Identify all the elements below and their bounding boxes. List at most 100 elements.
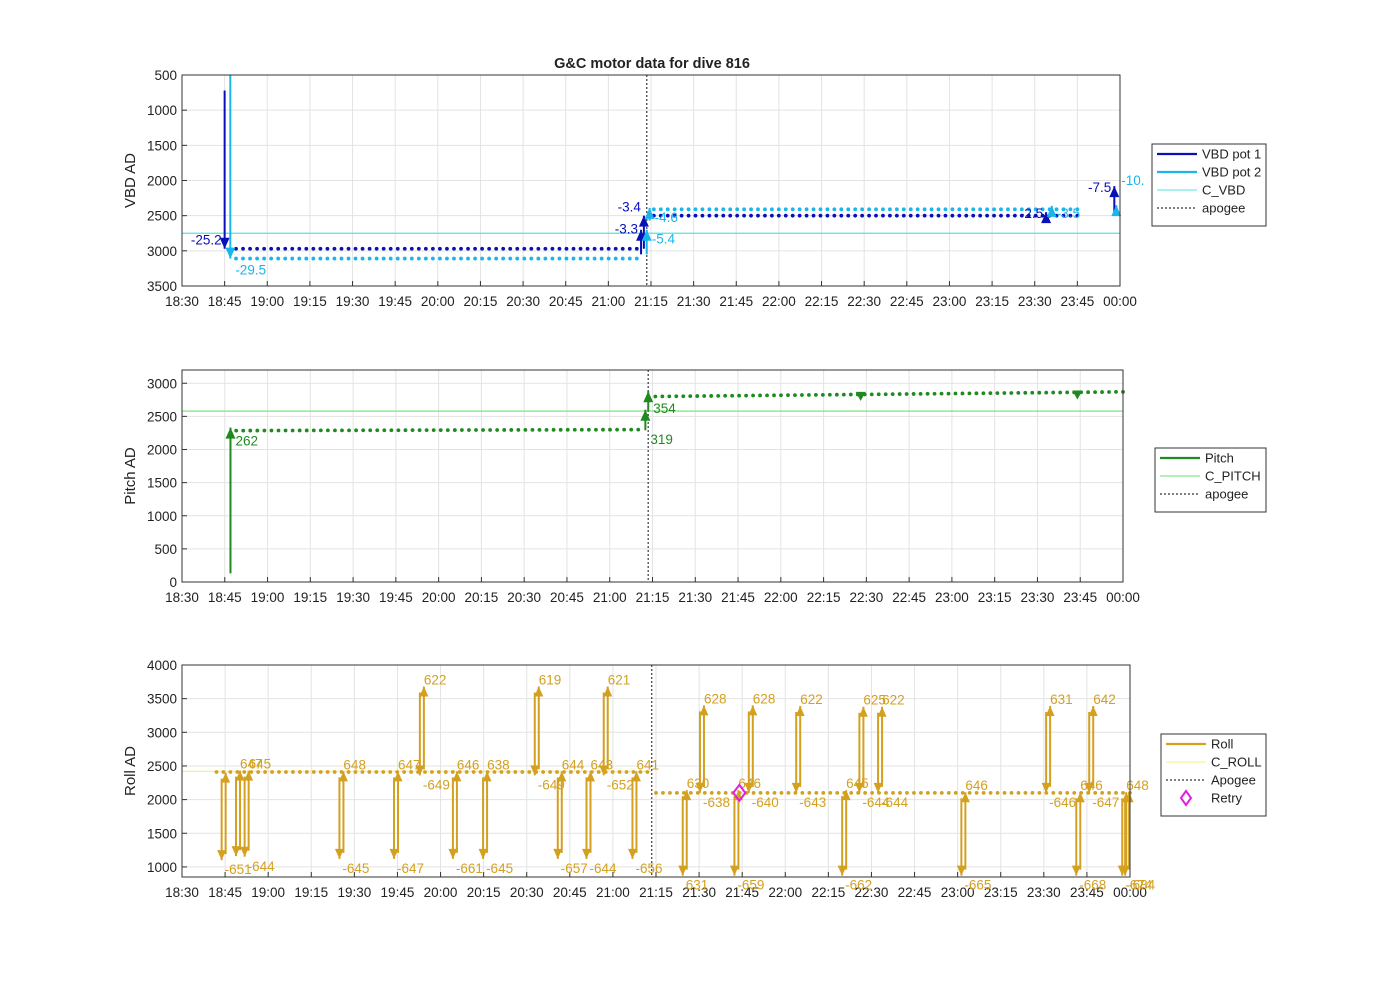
- data-point: [661, 790, 665, 795]
- data-point: [304, 256, 309, 261]
- roll-arrow-head: [244, 770, 254, 781]
- data-point: [515, 256, 520, 261]
- data-point: [693, 213, 698, 218]
- data-point: [487, 246, 492, 251]
- data-point: [894, 207, 899, 212]
- data-point: [658, 213, 663, 218]
- x-tick-label: 20:30: [510, 885, 544, 900]
- roll-label-high: 648: [343, 757, 366, 772]
- data-point: [723, 790, 728, 795]
- roll-label-low: -647: [397, 861, 424, 876]
- data-point: [283, 256, 288, 261]
- data-point: [929, 213, 934, 218]
- data-point: [459, 256, 463, 261]
- data-point: [529, 246, 534, 251]
- roll-label-high: 622: [424, 673, 447, 688]
- x-tick-label: 22:00: [764, 590, 798, 605]
- data-point: [665, 213, 670, 218]
- data-point: [912, 790, 916, 795]
- data-point: [513, 770, 518, 774]
- data-point: [284, 770, 288, 774]
- data-point: [599, 256, 604, 261]
- x-tick-label: 20:45: [553, 885, 587, 900]
- data-point: [714, 207, 719, 212]
- data-point: [522, 246, 527, 251]
- y-tick-label: 3500: [147, 279, 177, 294]
- data-point: [332, 256, 337, 261]
- data-point: [721, 213, 726, 218]
- data-point: [543, 246, 548, 251]
- data-point: [291, 770, 295, 774]
- data-point: [256, 770, 261, 774]
- data-point: [445, 256, 449, 261]
- data-point: [290, 428, 295, 433]
- data-point: [269, 256, 274, 261]
- x-tick-label: 19:30: [336, 294, 370, 309]
- data-point: [929, 207, 934, 212]
- move-arrow-head: [640, 409, 651, 421]
- roll-arrow-head: [678, 865, 688, 876]
- x-tick-label: 19:45: [378, 294, 412, 309]
- data-point: [339, 256, 344, 261]
- data-point: [457, 770, 462, 774]
- x-tick-label: 20:00: [424, 885, 458, 900]
- data-point: [438, 256, 442, 261]
- data-point: [742, 207, 747, 212]
- data-point: [1086, 390, 1091, 395]
- data-point: [1037, 390, 1042, 395]
- roll-label-high: 622: [800, 692, 823, 707]
- y-tick-label: 0: [169, 575, 177, 590]
- y-tick-label: 1500: [147, 138, 177, 153]
- data-point: [459, 428, 464, 432]
- legend-label: Pitch: [1205, 451, 1234, 466]
- data-point: [634, 246, 639, 251]
- data-point: [950, 213, 955, 218]
- data-point: [438, 428, 443, 433]
- data-point: [508, 246, 513, 251]
- data-point: [925, 391, 930, 396]
- data-point: [613, 246, 618, 251]
- data-point: [1061, 207, 1066, 212]
- data-point: [1023, 790, 1028, 795]
- data-point: [571, 256, 576, 261]
- x-tick-label: 22:15: [811, 885, 845, 900]
- data-point: [374, 256, 379, 261]
- x-tick-label: 20:45: [550, 590, 584, 605]
- data-point: [702, 790, 707, 795]
- data-point: [904, 392, 909, 396]
- data-point: [1065, 390, 1070, 395]
- data-point: [894, 213, 899, 218]
- roll-arrow-head: [877, 706, 887, 717]
- data-point: [758, 790, 763, 795]
- data-point: [466, 256, 470, 261]
- roll-arrow-head: [415, 765, 425, 776]
- axes-frame: [181, 369, 1124, 583]
- data-point: [464, 770, 469, 774]
- data-point: [622, 427, 627, 432]
- data-point: [325, 770, 330, 774]
- data-point: [459, 246, 463, 251]
- move-arrow-head: [641, 229, 652, 241]
- roll-label-high: 642: [1093, 692, 1116, 707]
- roll-arrow-head: [631, 771, 641, 782]
- roll-label-high: 648: [1126, 778, 1149, 793]
- roll-label-low: 631: [686, 878, 709, 893]
- data-point: [1068, 207, 1073, 212]
- x-tick-label: 22:45: [890, 294, 924, 309]
- data-point: [839, 207, 844, 212]
- roll-arrow-head: [854, 782, 864, 793]
- data-point: [841, 392, 846, 397]
- data-point: [402, 256, 407, 261]
- data-point: [884, 790, 888, 795]
- roll-label-high: 638: [487, 757, 510, 772]
- data-point: [897, 392, 902, 396]
- data-point: [235, 770, 240, 774]
- data-point: [409, 246, 414, 251]
- roll-label-high: 647: [240, 757, 263, 772]
- data-point: [311, 770, 316, 774]
- roll-arrow-head: [1088, 706, 1098, 717]
- roll-label-high: 645: [249, 757, 272, 772]
- data-point: [509, 428, 514, 432]
- x-tick-label: 20:30: [507, 590, 541, 605]
- y-tick-label: 1500: [147, 476, 177, 491]
